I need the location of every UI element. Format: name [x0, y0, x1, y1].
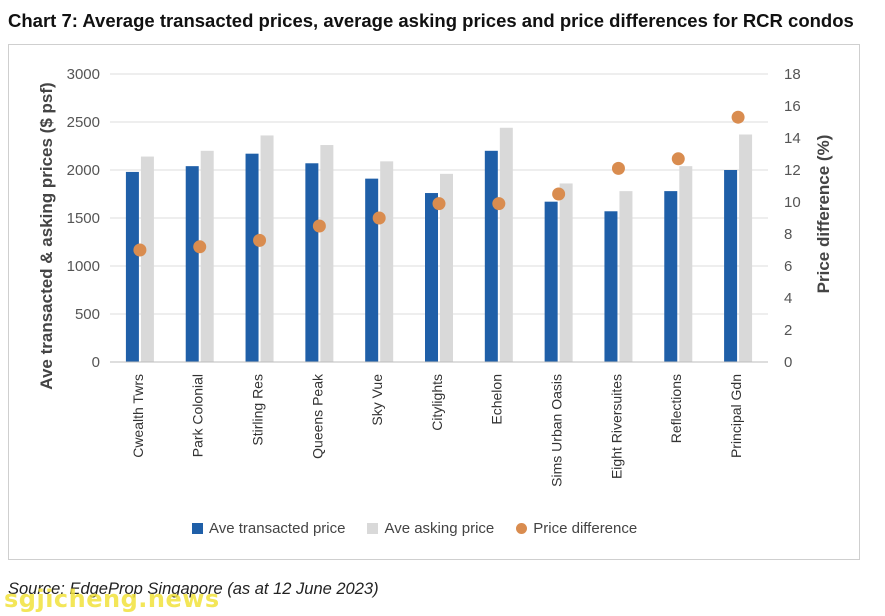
legend-swatch-difference [516, 523, 528, 534]
bar-asking [200, 150, 214, 362]
right-tick-label: 4 [784, 290, 792, 307]
right-tick-label: 12 [784, 162, 801, 179]
bars [125, 127, 753, 362]
right-tick-label: 2 [784, 322, 792, 339]
left-tick-label: 1500 [67, 210, 100, 227]
category-label: Citylights [429, 374, 445, 431]
right-tick-label: 6 [784, 258, 792, 275]
gridlines [110, 73, 768, 315]
bar-transacted [604, 211, 618, 362]
right-tick-label: 0 [784, 354, 792, 371]
right-tick-label: 18 [784, 66, 801, 83]
bar-asking [559, 183, 573, 362]
category-label: Sky Vue [369, 374, 385, 426]
legend-label-difference: Price difference [533, 520, 638, 537]
left-tick-label: 1000 [67, 258, 100, 275]
dot-price-difference [611, 161, 625, 175]
bar-transacted [125, 171, 139, 362]
legend-item-difference: Price difference [516, 520, 637, 537]
bar-transacted [185, 166, 199, 362]
dot-price-difference [552, 187, 566, 201]
category-label: Queens Peak [309, 373, 325, 459]
left-tick-label: 0 [92, 354, 100, 371]
chart-title: Chart 7: Average transacted prices, aver… [8, 10, 854, 31]
category-label: Sims Urban Oasis [549, 374, 565, 487]
right-tick-label: 14 [784, 130, 801, 147]
right-axis-title: Price difference (%) [814, 135, 833, 294]
legend: Ave transacted price Ave asking price Pr… [192, 520, 659, 537]
bar-asking [499, 127, 513, 362]
legend-swatch-transacted [192, 523, 203, 534]
bar-transacted [724, 170, 738, 362]
bar-asking [739, 134, 753, 362]
left-tick-label: 2500 [67, 114, 100, 131]
legend-item-asking: Ave asking price [367, 520, 494, 537]
category-label: Echelon [489, 374, 505, 425]
dot-price-difference [312, 219, 326, 233]
legend-label-asking: Ave asking price [384, 520, 495, 537]
bar-transacted [365, 178, 379, 362]
legend-item-transacted: Ave transacted price [192, 520, 345, 537]
dot-price-difference [731, 110, 745, 124]
legend-label-transacted: Ave transacted price [209, 520, 346, 537]
watermark-logo: sgjicheng.news [4, 585, 220, 613]
category-labels: Cwealth Twrs Park Colonial Stirling Res Que… [130, 373, 744, 487]
right-axis-ticks: 0 2 4 6 8 10 12 14 16 18 [784, 66, 801, 371]
left-tick-label: 3000 [67, 66, 100, 83]
dot-price-difference [372, 211, 386, 225]
bar-transacted [245, 153, 259, 362]
bar-asking [440, 173, 453, 362]
bar-transacted [544, 201, 558, 362]
left-tick-label: 500 [75, 306, 100, 323]
right-tick-label: 8 [784, 226, 792, 243]
bar-asking [380, 161, 394, 362]
dot-price-difference [671, 152, 685, 166]
dot-price-difference [133, 243, 147, 257]
category-label: Reflections [668, 374, 684, 443]
category-label: Stirling Res [249, 374, 265, 446]
dot-price-difference [432, 197, 446, 211]
dot-price-difference [193, 240, 207, 254]
category-label: Cwealth Twrs [130, 374, 146, 458]
bar-transacted [425, 193, 438, 362]
left-axis-ticks: 0 500 1000 1500 2000 2500 3000 [67, 66, 100, 371]
bar-asking [320, 145, 334, 362]
bar-asking [679, 166, 693, 362]
dot-price-difference [492, 197, 506, 211]
bar-transacted [664, 191, 678, 362]
legend-swatch-asking [367, 523, 379, 534]
dot-price-difference [253, 233, 267, 247]
bar-asking [619, 191, 633, 362]
left-axis-title: Ave transacted & asking prices ($ psf) [37, 82, 56, 389]
category-label: Principal Gdn [728, 374, 744, 458]
right-tick-label: 16 [784, 98, 801, 115]
source-note: Source: EdgeProp Singapore (as at 12 Jun… [8, 580, 379, 598]
bar-asking [140, 156, 154, 362]
price-difference-dots [133, 110, 745, 257]
category-label: Park Colonial [190, 374, 206, 457]
category-label: Eight Riversuites [608, 374, 624, 479]
bar-transacted [484, 150, 498, 362]
left-tick-label: 2000 [67, 162, 100, 179]
right-tick-label: 10 [784, 194, 801, 211]
bar-transacted [305, 163, 319, 362]
bar-asking [260, 135, 274, 362]
